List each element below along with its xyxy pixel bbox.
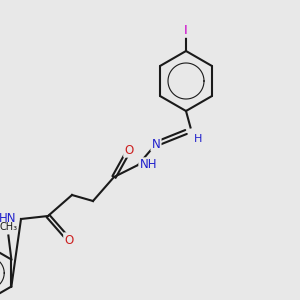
Text: H: H [194, 134, 202, 145]
Text: I: I [184, 23, 188, 37]
Text: HN: HN [0, 212, 16, 226]
Text: CH₃: CH₃ [0, 223, 17, 232]
Text: N: N [152, 137, 160, 151]
Text: O: O [64, 233, 74, 247]
Text: O: O [124, 143, 134, 157]
Text: NH: NH [140, 158, 157, 172]
